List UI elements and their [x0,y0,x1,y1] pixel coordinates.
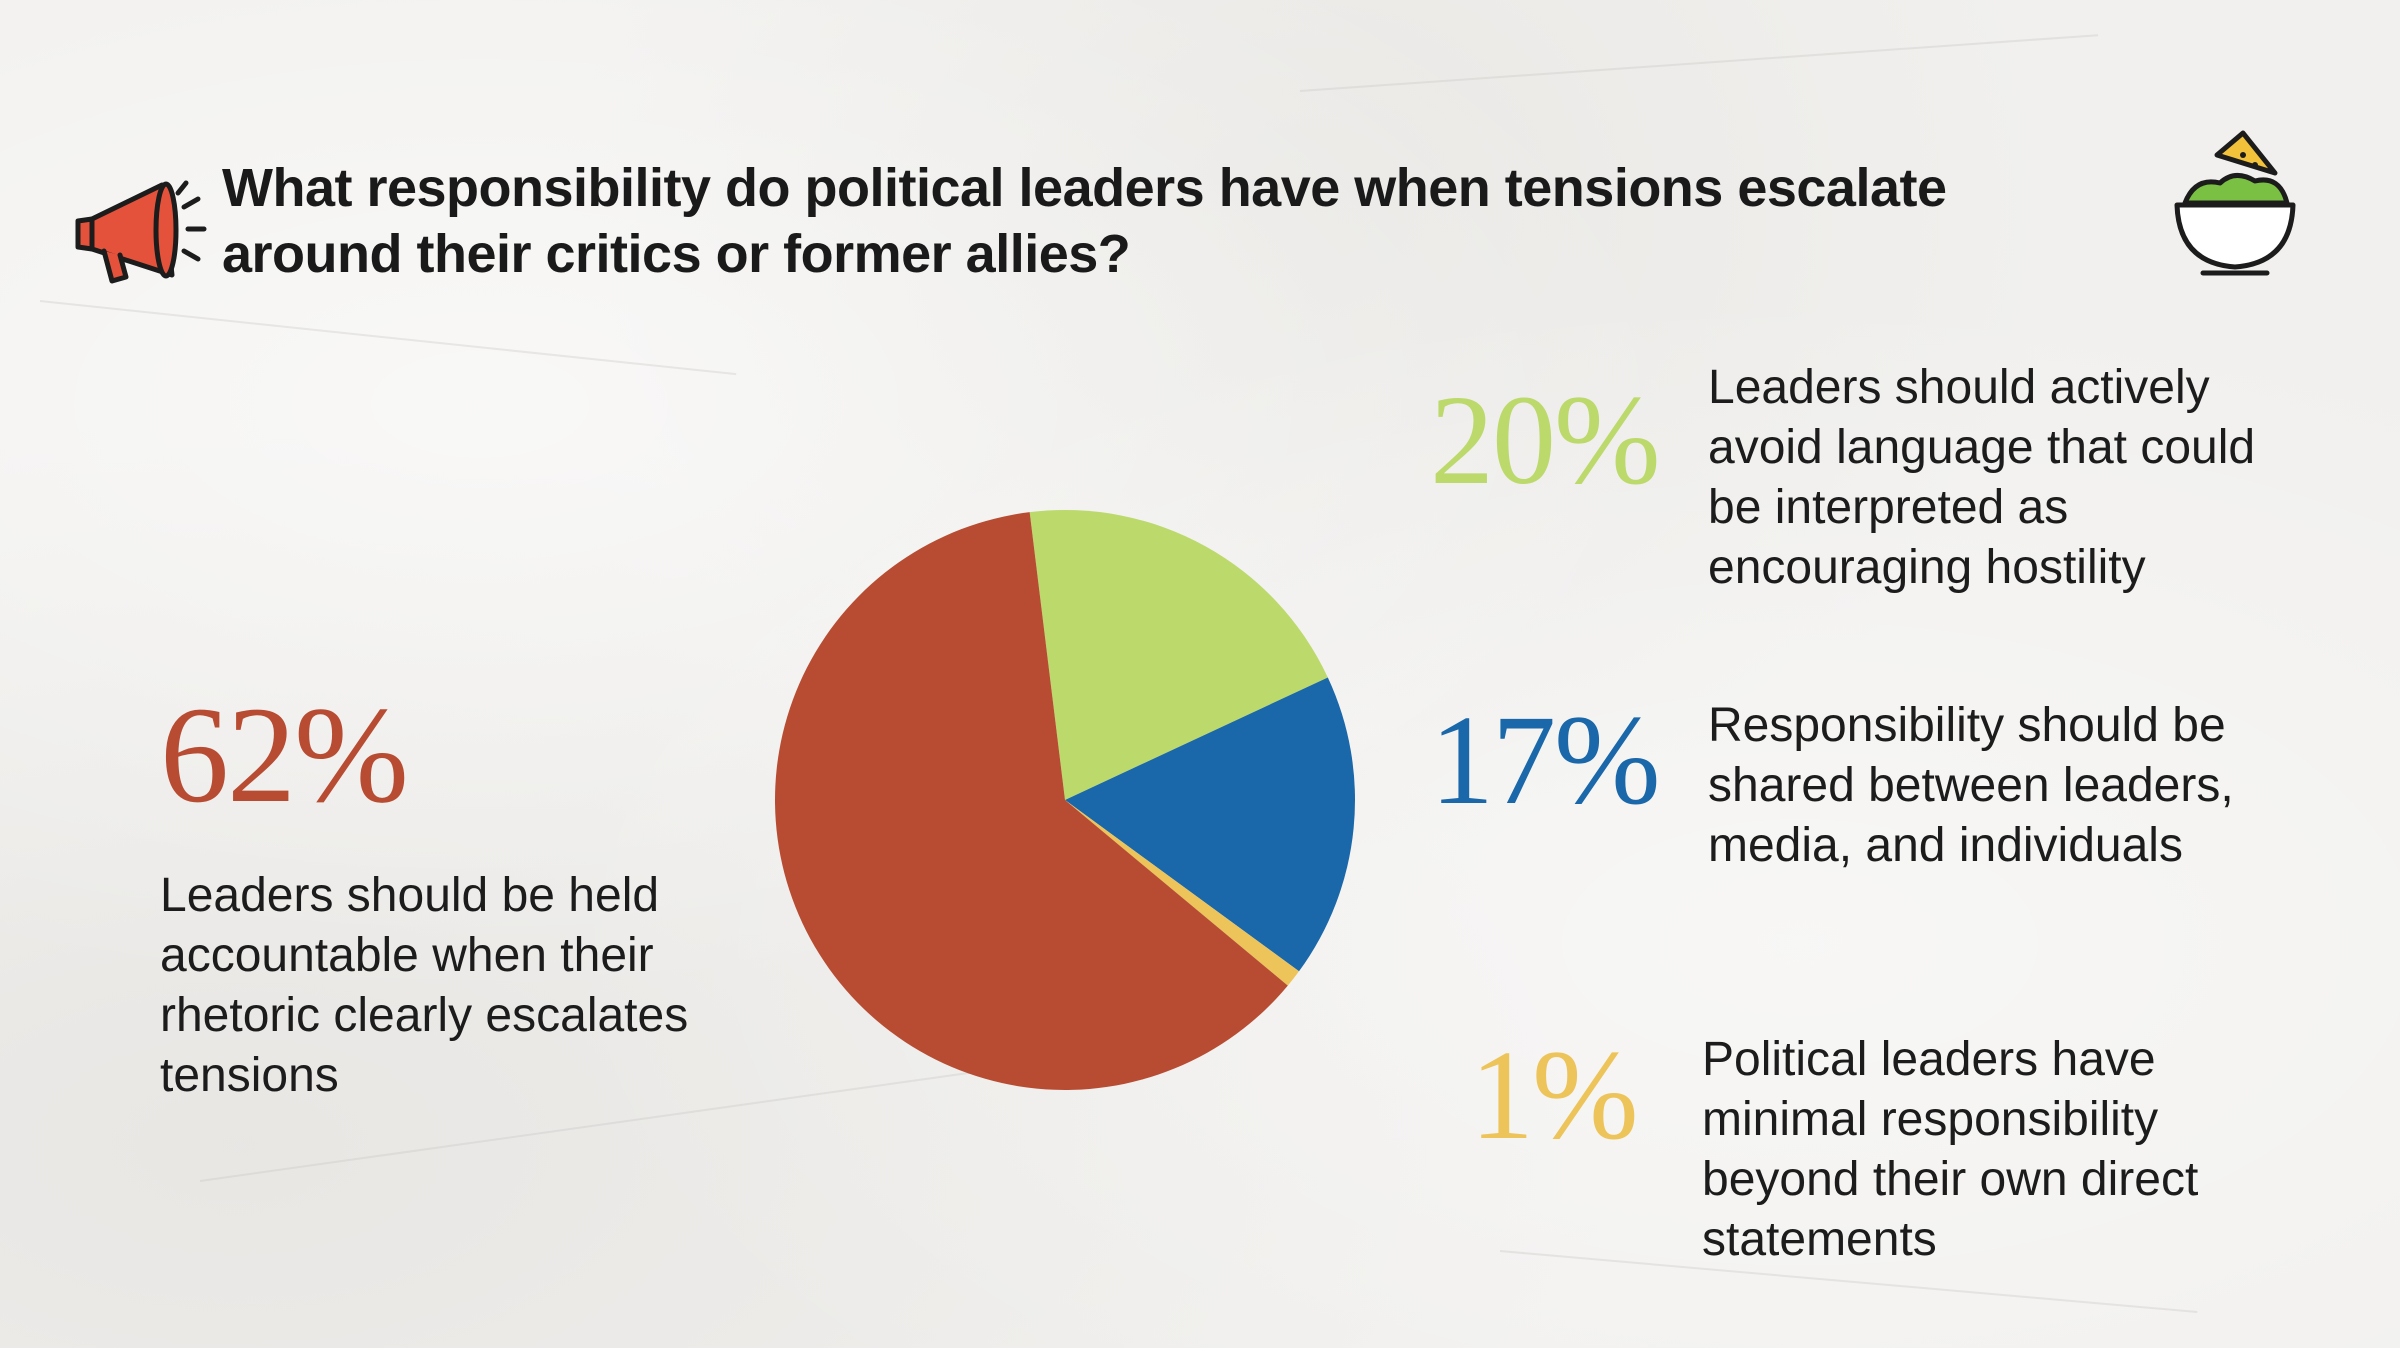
desc-label-yellow: Political leaders have minimal responsib… [1702,1033,2199,1266]
desc-label-red: Leaders should be held accountable when … [160,869,689,1102]
pct-label-yellow: 1% [1470,1024,1639,1166]
chart-title: What responsibility do political leaders… [222,158,1947,284]
pct-label-green: 20% [1430,369,1661,511]
pie-slice-yellow [1065,800,1300,986]
pie-slice-red [774,512,1288,1090]
desc-label-green: Leaders should actively avoid language t… [1708,361,2256,594]
desc-label-blue: Responsibility should be shared between … [1708,699,2234,872]
pie-chart [765,500,1365,1100]
pct-label-red: 62% [160,678,409,831]
pie-slice-blue [1065,677,1356,972]
guacamole-bowl-icon [2174,130,2296,276]
pie-slice-green [1029,509,1328,800]
pie-svg [774,509,1356,1090]
header: What responsibility do political leaders… [60,155,2210,293]
megaphone-icon [75,180,207,284]
pct-label-blue: 17% [1430,689,1661,831]
